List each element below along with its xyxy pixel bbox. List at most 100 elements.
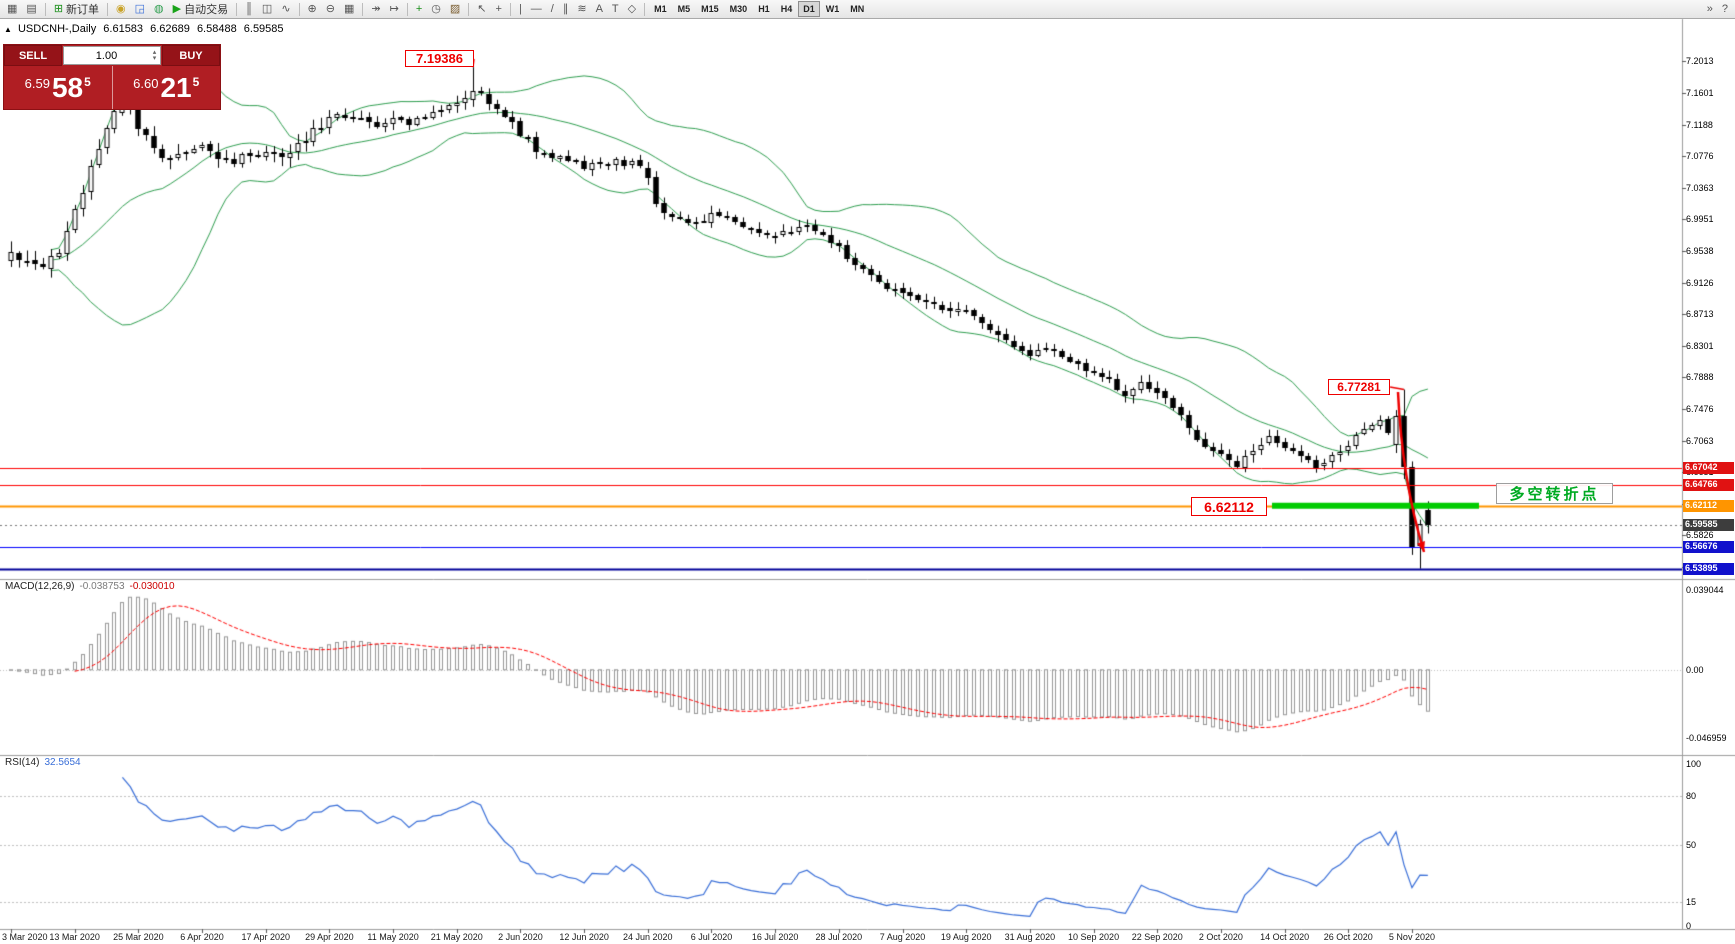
market-watch-icon[interactable]: ◉: [112, 1, 130, 17]
rsi-axis-label: 15: [1686, 896, 1697, 907]
new-order-button-label: 新订单: [66, 4, 100, 16]
new-order-button[interactable]: ⊞ 新订单: [50, 1, 103, 17]
templates-icon[interactable]: ▨: [446, 1, 464, 17]
market-watch-icon: ◉: [116, 2, 126, 15]
price-axis-badge: 6.67042: [1683, 462, 1734, 474]
bar-chart-icon[interactable]: ║: [241, 1, 257, 17]
price-axis-label: 6.9126: [1686, 277, 1714, 288]
timeframe-h1[interactable]: H1: [753, 1, 775, 17]
timeframe-m5[interactable]: M5: [673, 1, 696, 17]
new-chart-icon: ▦: [7, 2, 18, 15]
macd-axis-label: 0.039044: [1686, 585, 1724, 595]
toolbar-separator: [107, 2, 109, 16]
toolbar-separator: [298, 2, 300, 16]
shapes-icon: ◇: [627, 2, 637, 15]
rsi-label: RSI(14) 32.5654: [5, 757, 86, 768]
trade-panel-prices: 6.59 58 5 6.60 21 5: [4, 66, 220, 109]
volume-increase-button[interactable]: ▴: [152, 48, 157, 56]
date-axis-label: 13 Mar 2020: [49, 932, 100, 942]
annotation-turning-point[interactable]: 多空转折点: [1496, 483, 1613, 504]
buy-button[interactable]: BUY: [162, 45, 220, 66]
toolbar-overflow-icon[interactable]: »: [1703, 1, 1717, 17]
toolbar-separator: [406, 2, 408, 16]
price-axis-badge: 6.64766: [1683, 479, 1734, 492]
price-axis-label: 6.5826: [1686, 530, 1714, 541]
timeframe-m30[interactable]: M30: [725, 1, 753, 17]
bid-price[interactable]: 6.59 58 5: [4, 66, 112, 109]
date-axis-label: 31 Aug 2020: [1004, 932, 1056, 942]
profiles-icon: ▤: [26, 2, 37, 15]
autotrade-icon: ▶: [172, 2, 182, 15]
zoom-in-icon: ⊕: [307, 2, 317, 15]
timeframe-m1[interactable]: M1: [649, 1, 672, 17]
sell-button[interactable]: SELL: [4, 45, 62, 66]
trendline-icon[interactable]: /: [547, 1, 558, 17]
line-chart-icon[interactable]: ∿: [277, 1, 294, 17]
date-axis-label: 21 May 2020: [430, 932, 483, 942]
ohlc-high: 6.62689: [150, 23, 190, 35]
date-axis-label: 29 Apr 2020: [305, 932, 354, 942]
crosshair-icon[interactable]: +: [492, 1, 506, 17]
cursor-icon: ↖: [477, 2, 487, 15]
candlestick-chart-icon[interactable]: ◫: [258, 1, 276, 17]
collapse-icon[interactable]: ▲: [4, 25, 12, 34]
templates-icon: ▨: [449, 2, 461, 15]
horizontal-line-icon[interactable]: —: [527, 1, 546, 17]
macd-name: MACD(12,26,9): [5, 581, 75, 592]
periodicity-icon: ◷: [431, 2, 441, 15]
toolbar-separator: [644, 2, 646, 16]
timeframe-m15[interactable]: M15: [696, 1, 724, 17]
timeframe-w1[interactable]: W1: [821, 1, 845, 17]
annotation-support-price[interactable]: 6.62112: [1191, 497, 1267, 516]
data-window-icon: ◲: [134, 2, 146, 15]
chart-shift-icon[interactable]: ↦: [386, 1, 403, 17]
periodicity-icon[interactable]: ◷: [427, 1, 445, 17]
volume-value: 1.00: [95, 49, 118, 62]
annotation-peak-price[interactable]: 7.19386: [405, 50, 474, 67]
price-axis-badge: 6.62112: [1683, 499, 1734, 512]
volume-field[interactable]: 1.00 ▴ ▾: [63, 46, 161, 65]
annotation-spike-price[interactable]: 6.77281: [1328, 379, 1390, 395]
date-axis-label: 17 Apr 2020: [241, 932, 290, 942]
timeframe-mn[interactable]: MN: [845, 1, 869, 17]
date-axis-label: 28 Jul 2020: [815, 932, 863, 942]
tile-windows-icon[interactable]: ▦: [340, 1, 358, 17]
toolbar-separator: [44, 2, 46, 16]
date-axis-label: 24 Jun 2020: [623, 932, 673, 942]
data-window-icon[interactable]: ◲: [131, 1, 149, 17]
crosshair-icon: +: [495, 2, 502, 15]
rsi-name: RSI(14): [5, 757, 40, 768]
date-axis-label: 14 Oct 2020: [1260, 932, 1310, 942]
profiles-icon[interactable]: ▤: [22, 1, 40, 17]
shapes-icon[interactable]: ◇: [624, 1, 640, 17]
text-icon[interactable]: A: [592, 1, 607, 17]
fibonacci-icon[interactable]: ≋: [573, 1, 590, 17]
date-axis-label: 10 Sep 2020: [1068, 932, 1120, 942]
navigator-icon[interactable]: ◍: [150, 1, 168, 17]
date-axis-label: 2 Jun 2020: [498, 932, 543, 942]
timeframe-d1[interactable]: D1: [798, 1, 820, 17]
ask-price-small: 6.60: [133, 76, 159, 91]
text-label-icon[interactable]: T: [608, 1, 623, 17]
zoom-in-icon[interactable]: ⊕: [304, 1, 321, 17]
autotrade-button[interactable]: ▶ 自动交易: [169, 1, 232, 17]
help-icon[interactable]: ?: [1718, 1, 1732, 17]
ask-price-big: 21: [160, 71, 192, 103]
new-chart-icon[interactable]: ▦: [3, 1, 21, 17]
zoom-out-icon[interactable]: ⊖: [322, 1, 339, 17]
auto-scroll-icon[interactable]: ↠: [367, 1, 384, 17]
timeframe-h4[interactable]: H4: [776, 1, 798, 17]
add-indicator-icon[interactable]: +: [412, 1, 426, 17]
date-axis-label: 2 Oct 2020: [1198, 932, 1243, 942]
ohlc-close: 6.59585: [243, 23, 284, 35]
channel-icon[interactable]: ∥: [559, 1, 573, 17]
macd-axis-label: -0.046959: [1686, 733, 1727, 743]
ask-price[interactable]: 6.60 21 5: [113, 66, 221, 109]
trade-panel-controls: SELL 1.00 ▴ ▾ BUY: [4, 45, 220, 66]
cursor-icon[interactable]: ↖: [473, 1, 490, 17]
vertical-line-icon: |: [518, 2, 522, 15]
volume-decrease-button[interactable]: ▾: [152, 54, 157, 62]
vertical-line-icon[interactable]: |: [515, 1, 526, 17]
